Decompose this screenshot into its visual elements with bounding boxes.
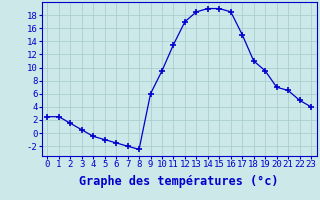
X-axis label: Graphe des températures (°c): Graphe des températures (°c) xyxy=(79,175,279,188)
